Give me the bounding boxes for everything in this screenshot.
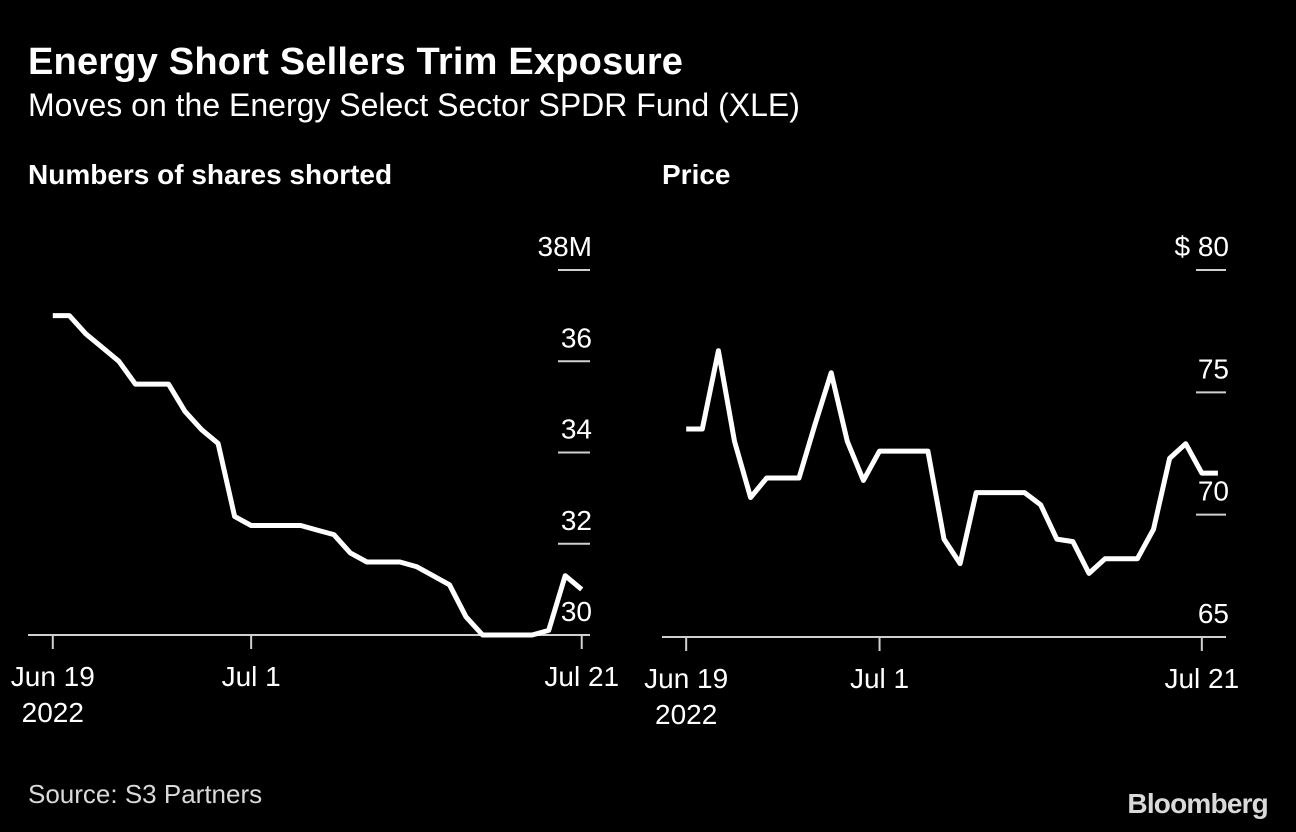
bloomberg-logo: Bloomberg [1127, 788, 1268, 819]
price-chart: $ 80 75 70 65 Jun 19 2022 Jul 1 Jul 21 [644, 231, 1239, 730]
y-tick-label: 38M [538, 231, 592, 262]
series-line [52, 313, 584, 638]
y-tick-label: 70 [1198, 476, 1229, 507]
x-tick-label: Jun 19 [644, 663, 728, 694]
y-tick-label: 75 [1198, 353, 1229, 384]
series-line [686, 348, 1218, 576]
chart-title: Energy Short Sellers Trim Exposure [28, 41, 684, 83]
x-tick-sublabel: 2022 [22, 697, 84, 728]
x-tick-sublabel: 2022 [655, 699, 717, 730]
x-tick-label: Jul 1 [850, 663, 909, 694]
x-tick-label: Jul 1 [222, 661, 281, 692]
y-tick-label: 65 [1198, 598, 1229, 629]
y-tick-label: 34 [561, 414, 592, 445]
y-tick-label: 30 [561, 596, 592, 627]
y-tick-label: 32 [561, 505, 592, 536]
right-panel-title: Price [662, 159, 731, 190]
left-panel-title: Numbers of shares shorted [28, 159, 393, 190]
source-note: Source: S3 Partners [28, 779, 263, 809]
y-tick-label: 36 [561, 322, 592, 353]
chart-subtitle: Moves on the Energy Select Sector SPDR F… [28, 87, 800, 123]
x-tick-label: Jul 21 [1164, 663, 1239, 694]
x-tick-label: Jul 21 [544, 661, 619, 692]
shares-shorted-chart: 38M 36 34 32 30 Jun 19 2022 Jul 1 Jul 21 [11, 231, 619, 728]
x-tick-label: Jun 19 [11, 661, 95, 692]
y-tick-label: $ 80 [1175, 231, 1230, 262]
